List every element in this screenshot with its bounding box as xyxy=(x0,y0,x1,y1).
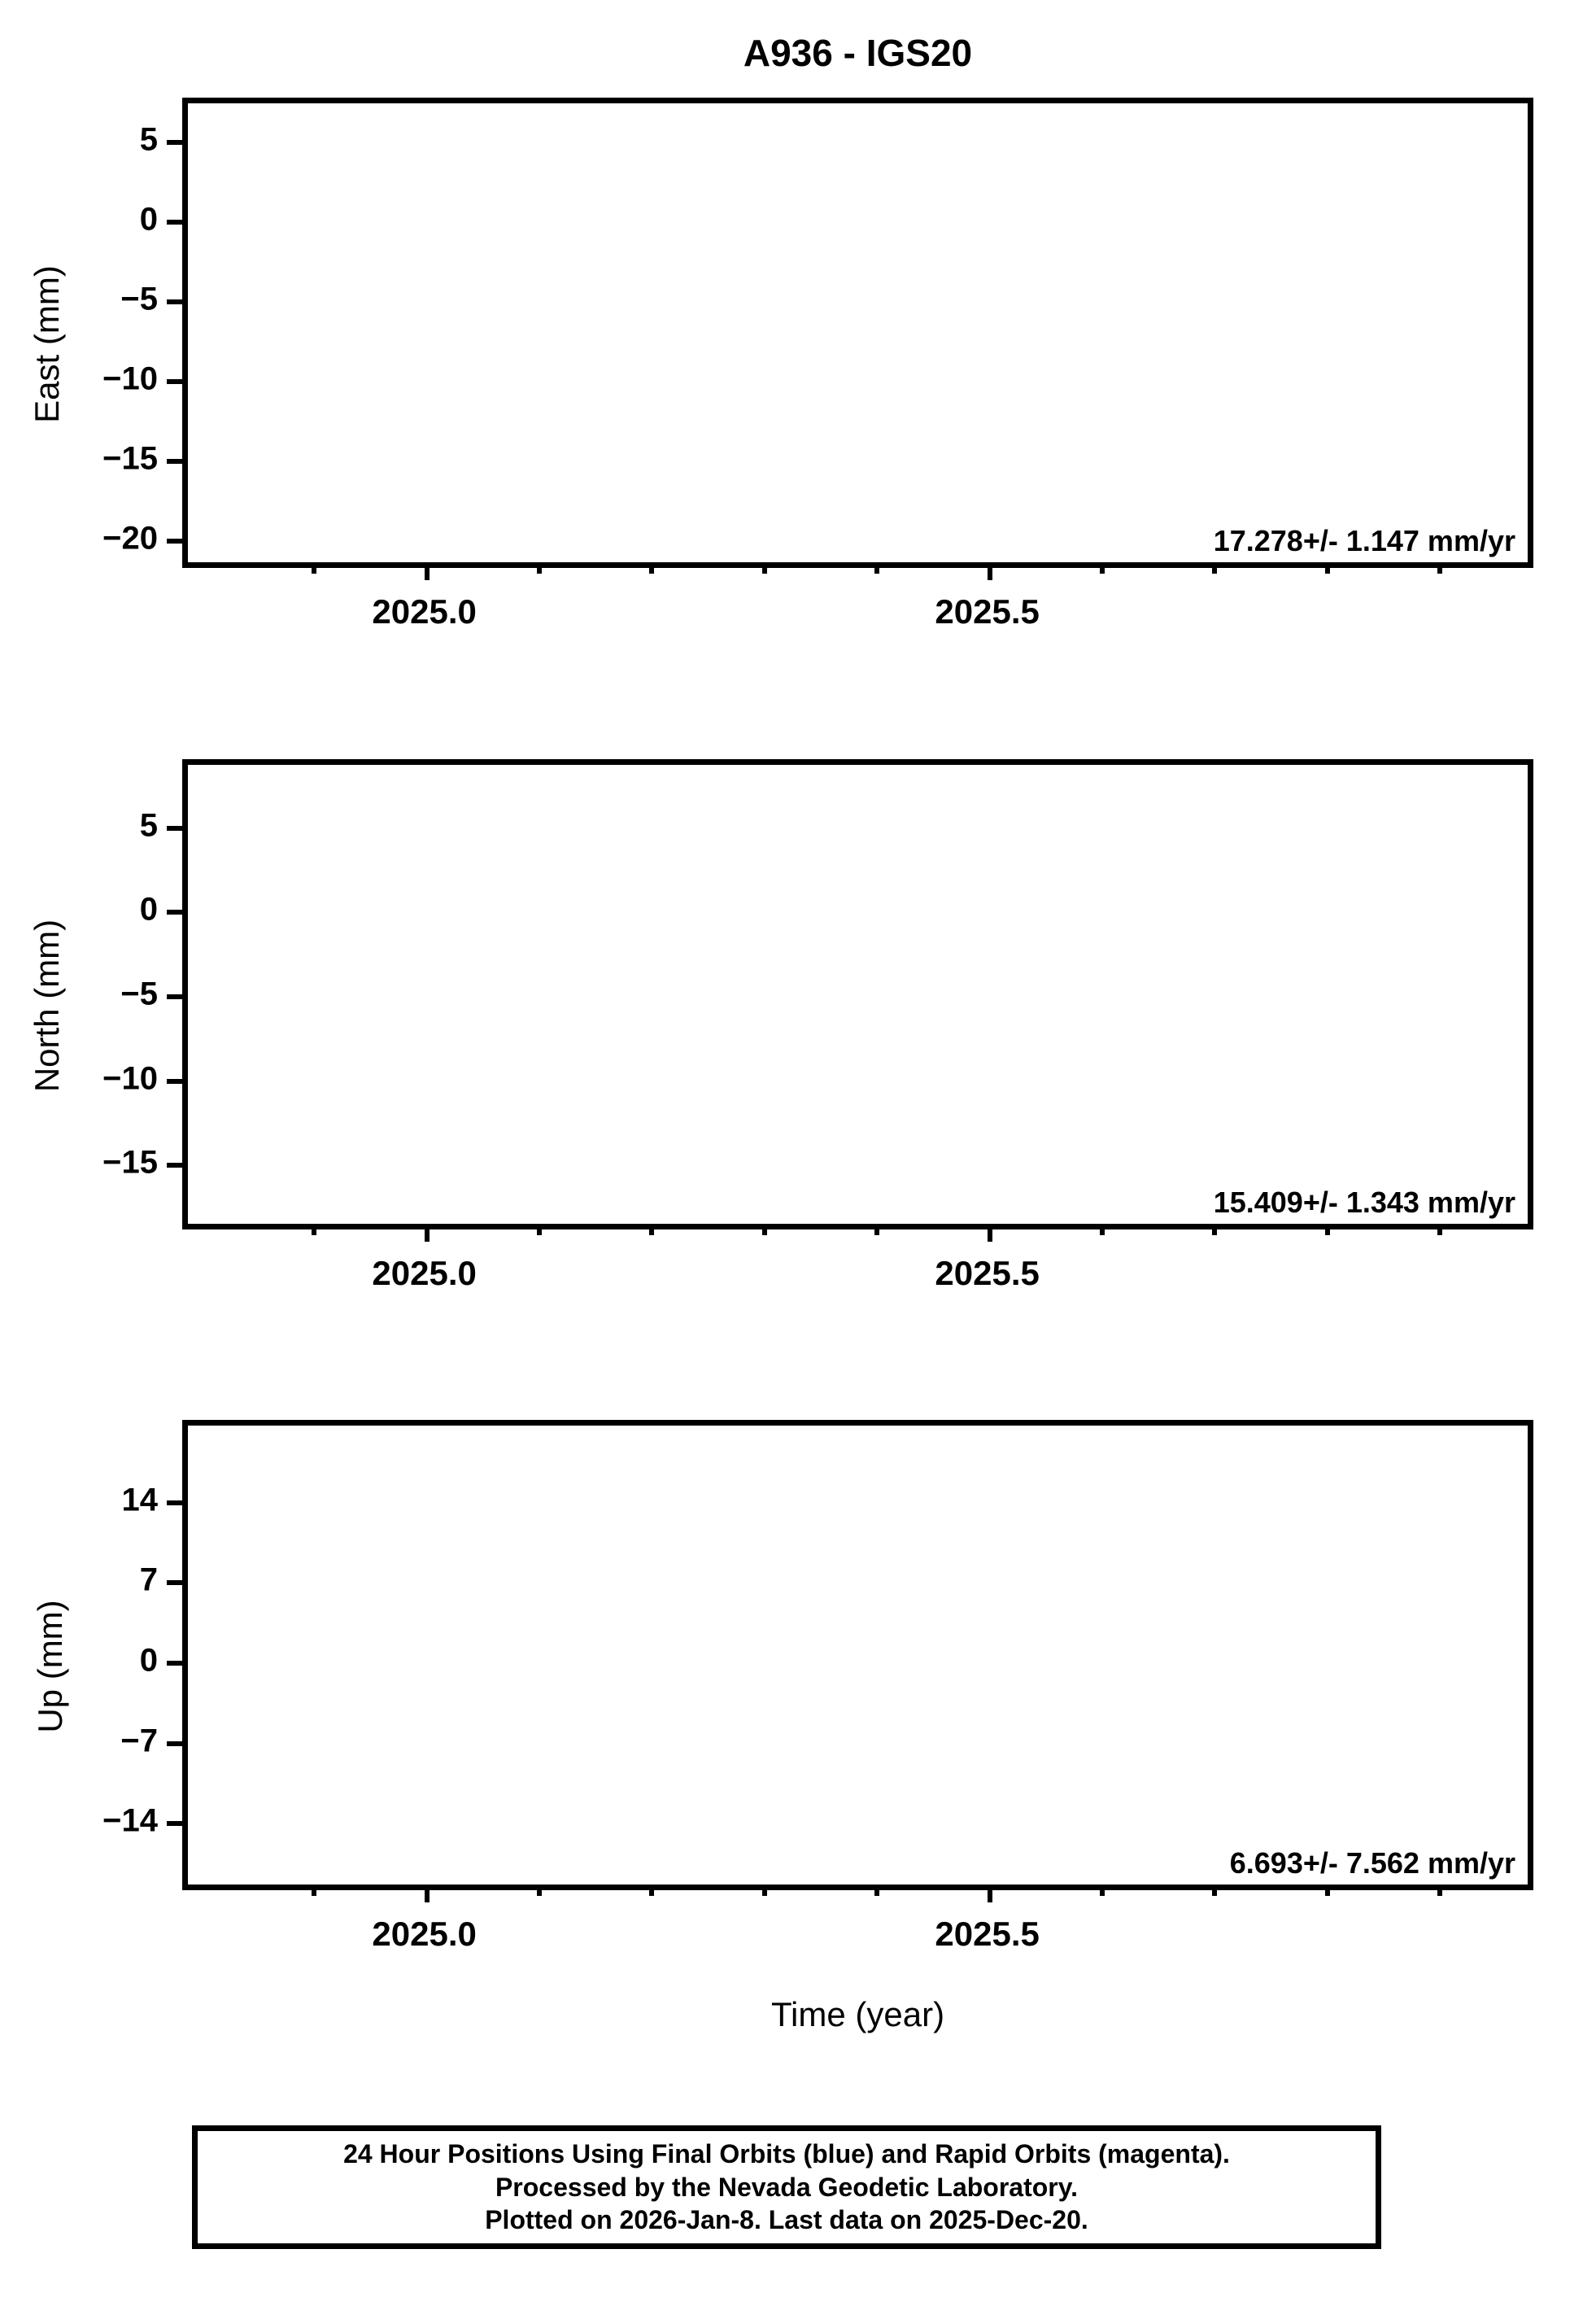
x-tick-mark xyxy=(424,1224,430,1242)
y-tick-label: −14 xyxy=(102,1802,158,1839)
y-tick-mark xyxy=(167,299,188,304)
y-tick-mark xyxy=(167,1821,188,1827)
x-tick-mark-minor xyxy=(761,1224,767,1235)
y-tick-label: 7 xyxy=(139,1561,158,1598)
y-tick-label: 5 xyxy=(139,807,158,844)
y-tick-mark xyxy=(167,219,188,225)
y-tick-mark xyxy=(167,140,188,146)
y-tick-mark xyxy=(167,538,188,544)
x-tick-mark-minor xyxy=(312,562,317,574)
x-tick-mark-minor xyxy=(1100,1885,1105,1896)
x-tick-mark xyxy=(987,562,992,580)
rate-annotation-east: 17.278+/- 1.147 mm/yr xyxy=(1213,524,1515,557)
footer-line-1: 24 Hour Positions Using Final Orbits (bl… xyxy=(343,2138,1230,2168)
y-tick-label: 0 xyxy=(139,1642,158,1679)
x-axis-label: Time (year) xyxy=(770,1995,945,2033)
rate-annotation-up: 6.693+/- 7.562 mm/yr xyxy=(1229,1846,1515,1880)
y-axis-label-north: North (mm) xyxy=(28,919,66,1093)
x-tick-mark-minor xyxy=(1324,1224,1330,1235)
y-tick-label: −15 xyxy=(102,440,158,477)
y-tick-mark xyxy=(167,1580,188,1586)
y-tick-label: 5 xyxy=(139,121,158,158)
panel-up: 14 7 0 −7 −14 2025.0 2025.5 6.693+/- 7.562 mm/… xyxy=(102,1420,1533,1953)
rate-annotation-north: 15.409+/- 1.343 mm/yr xyxy=(1213,1186,1515,1219)
y-tick-label: 14 xyxy=(121,1482,159,1518)
x-tick-mark-minor xyxy=(649,1224,655,1235)
y-tick-mark xyxy=(167,1500,188,1505)
axes-frame-east xyxy=(182,98,1533,568)
y-tick-label: 0 xyxy=(139,891,158,928)
y-tick-mark xyxy=(167,825,188,831)
y-tick-mark xyxy=(167,458,188,464)
x-tick-mark-minor xyxy=(312,1224,317,1235)
y-axis-label-up: Up (mm) xyxy=(31,1600,69,1733)
y-axis-label-east: East (mm) xyxy=(28,265,66,423)
x-tick-mark-minor xyxy=(1324,1885,1330,1896)
x-tick-mark-minor xyxy=(874,1885,880,1896)
y-tick-mark xyxy=(167,1078,188,1084)
y-tick-label: −20 xyxy=(102,520,158,557)
x-tick-mark-minor xyxy=(537,562,543,574)
x-tick-mark xyxy=(987,1885,992,1902)
x-tick-label: 2025.0 xyxy=(372,1254,477,1292)
panel-north: 5 0 −5 −10 −15 2025.0 2025.5 15.409+/- 1.343 m… xyxy=(102,759,1533,1292)
footer-line-2: Processed by the Nevada Geodetic Laborat… xyxy=(495,2172,1079,2202)
x-tick-mark-minor xyxy=(761,1885,767,1896)
x-tick-mark xyxy=(424,1885,430,1902)
x-tick-mark-minor xyxy=(1437,1885,1443,1896)
x-tick-label: 2025.0 xyxy=(372,1915,477,1953)
axes-frame-north xyxy=(182,759,1533,1229)
footer-caption-box: 24 Hour Positions Using Final Orbits (bl… xyxy=(192,2125,1381,2249)
y-tick-label: −5 xyxy=(120,976,158,1012)
x-tick-mark-minor xyxy=(537,1885,543,1896)
panel-east: 5 0 −5 −10 −15 −20 2025.0 2025.5 17.278+/- 1.14… xyxy=(102,98,1533,631)
x-tick-mark xyxy=(987,1224,992,1242)
y-tick-label: −15 xyxy=(102,1144,158,1181)
y-tick-label: 0 xyxy=(139,201,158,238)
x-tick-mark-minor xyxy=(1324,562,1330,574)
x-tick-label: 2025.5 xyxy=(935,1915,1040,1953)
x-tick-mark-minor xyxy=(874,562,880,574)
x-tick-label: 2025.5 xyxy=(935,1254,1040,1292)
x-tick-mark-minor xyxy=(649,1885,655,1896)
y-tick-label: −5 xyxy=(120,281,158,317)
x-tick-mark-minor xyxy=(761,562,767,574)
x-tick-mark xyxy=(424,562,430,580)
x-tick-mark-minor xyxy=(649,562,655,574)
x-tick-mark-minor xyxy=(1212,1224,1218,1235)
x-tick-mark-minor xyxy=(537,1224,543,1235)
x-tick-mark-minor xyxy=(1437,562,1443,574)
x-tick-mark-minor xyxy=(1437,1224,1443,1235)
x-tick-mark-minor xyxy=(874,1224,880,1235)
x-tick-mark-minor xyxy=(1212,562,1218,574)
x-tick-mark-minor xyxy=(1100,562,1105,574)
y-tick-mark xyxy=(167,1163,188,1168)
y-tick-mark xyxy=(167,994,188,999)
y-tick-mark xyxy=(167,1740,188,1746)
page-title: A936 - IGS20 xyxy=(743,32,973,74)
x-tick-mark-minor xyxy=(1212,1885,1218,1896)
y-tick-mark xyxy=(167,910,188,915)
x-tick-label: 2025.0 xyxy=(372,592,477,631)
y-tick-mark xyxy=(167,378,188,384)
footer-line-3: Plotted on 2026-Jan-8. Last data on 2025… xyxy=(485,2205,1088,2235)
y-tick-label: −10 xyxy=(102,360,158,397)
y-tick-label: −7 xyxy=(120,1723,158,1759)
x-tick-label: 2025.5 xyxy=(935,592,1040,631)
y-tick-mark xyxy=(167,1661,188,1666)
x-tick-mark-minor xyxy=(1100,1224,1105,1235)
y-tick-label: −10 xyxy=(102,1060,158,1097)
axes-frame-up xyxy=(182,1420,1533,1890)
x-tick-mark-minor xyxy=(312,1885,317,1896)
